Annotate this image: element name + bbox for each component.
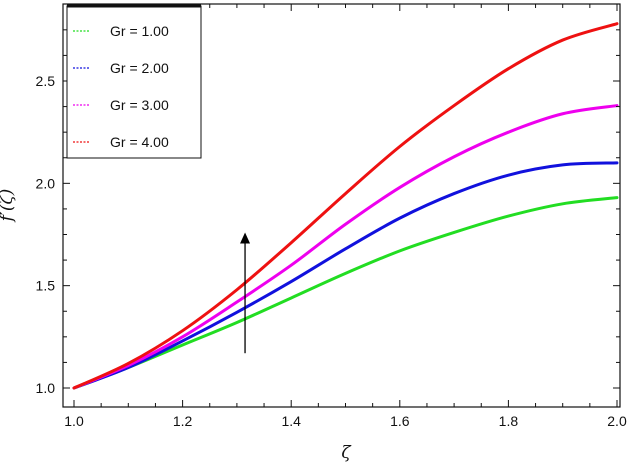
y-tick-label: 1.5 (36, 278, 56, 294)
legend-label: Gr = 1.00 (110, 23, 169, 39)
series-line-1 (72, 196, 619, 390)
plot-area: 1.0 1.2 1.4 1.6 1.8 2.0 1.0 1.5 2.0 2.5 (36, 3, 627, 429)
annotation-layer (240, 232, 251, 354)
x-tick-label: 1.4 (281, 413, 301, 429)
trend-arrow-head (240, 232, 251, 244)
y-tick-label: 1.0 (36, 380, 56, 396)
x-tick-label: 1.2 (173, 413, 193, 429)
y-tick-label: 2.0 (36, 175, 56, 191)
series-line-2 (72, 161, 619, 390)
legend: Gr = 1.00 Gr = 2.00 Gr = 3.00 Gr = 4.00 (66, 4, 202, 159)
x-axis-label: ζ (341, 443, 352, 463)
x-tick-label: 1.8 (499, 413, 519, 429)
series-layer (72, 22, 619, 390)
series-line-4 (72, 22, 619, 390)
legend-label: Gr = 2.00 (110, 60, 169, 76)
legend-label: Gr = 4.00 (110, 134, 169, 150)
ticks-layer: 1.0 1.2 1.4 1.6 1.8 2.0 1.0 1.5 2.0 2.5 (36, 4, 627, 429)
y-tick-label: 2.5 (36, 73, 56, 89)
legend-frame (66, 5, 202, 159)
x-tick-label: 1.0 (64, 413, 84, 429)
y-axis-label: f′(ζ) (0, 189, 17, 224)
x-tick-label: 2.0 (607, 413, 627, 429)
series-line-3 (72, 104, 619, 390)
legend-label: Gr = 3.00 (110, 97, 169, 113)
plot-frame (62, 3, 621, 408)
x-tick-label: 1.6 (390, 413, 410, 429)
